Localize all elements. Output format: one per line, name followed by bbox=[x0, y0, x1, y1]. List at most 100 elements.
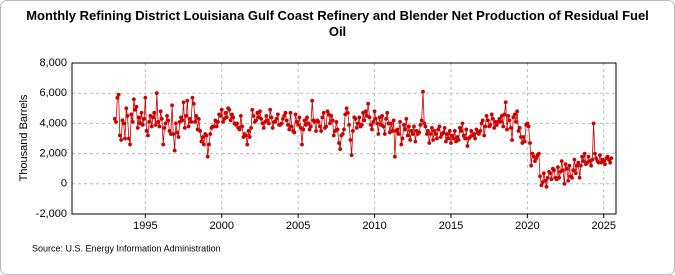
data-point bbox=[349, 153, 354, 158]
data-point bbox=[459, 129, 464, 133]
data-point bbox=[143, 95, 148, 100]
data-point bbox=[407, 124, 411, 129]
data-point bbox=[452, 129, 457, 133]
data-point bbox=[316, 119, 321, 124]
data-point bbox=[198, 129, 202, 133]
data-point bbox=[390, 129, 395, 133]
data-point bbox=[589, 163, 593, 168]
data-point bbox=[572, 157, 577, 162]
data-point bbox=[325, 109, 330, 114]
data-point bbox=[237, 127, 242, 132]
data-point bbox=[151, 115, 155, 120]
data-point bbox=[251, 113, 256, 118]
data-point bbox=[154, 91, 159, 96]
data-point bbox=[384, 116, 388, 121]
data-point bbox=[250, 107, 255, 112]
x-tick-label: 2020 bbox=[515, 220, 539, 232]
data-point bbox=[556, 165, 560, 170]
data-point bbox=[204, 133, 209, 138]
data-point bbox=[142, 116, 147, 121]
data-point bbox=[529, 163, 534, 168]
data-point bbox=[149, 124, 154, 129]
data-point bbox=[130, 119, 135, 124]
data-point bbox=[137, 115, 141, 120]
data-point bbox=[486, 118, 490, 123]
data-point bbox=[522, 139, 527, 144]
data-point bbox=[396, 132, 401, 136]
plot-area bbox=[71, 62, 617, 215]
y-axis-label: Thousand Barrels bbox=[18, 94, 30, 181]
data-point bbox=[282, 113, 286, 118]
data-point bbox=[139, 110, 144, 115]
y-tick-label: 6,000 bbox=[39, 87, 67, 99]
data-point bbox=[492, 126, 497, 130]
data-point bbox=[418, 123, 423, 127]
data-point bbox=[133, 107, 138, 112]
y-tick-label: 4,000 bbox=[39, 117, 67, 129]
data-point bbox=[161, 142, 166, 147]
data-point bbox=[131, 97, 136, 102]
data-point bbox=[403, 127, 408, 132]
data-point bbox=[259, 116, 264, 121]
data-point bbox=[429, 126, 434, 130]
data-point bbox=[338, 147, 343, 151]
data-point bbox=[354, 126, 359, 130]
data-point bbox=[199, 139, 204, 144]
data-point bbox=[465, 144, 470, 148]
data-point bbox=[287, 127, 292, 132]
data-point bbox=[205, 154, 210, 159]
data-point bbox=[123, 136, 127, 141]
data-point bbox=[594, 156, 599, 161]
data-point bbox=[373, 116, 378, 121]
data-point bbox=[117, 133, 122, 138]
data-point bbox=[528, 141, 532, 145]
data-point bbox=[157, 124, 162, 129]
data-point bbox=[153, 123, 158, 127]
data-point bbox=[289, 124, 294, 129]
data-point bbox=[392, 154, 397, 159]
data-point bbox=[283, 110, 288, 115]
data-point bbox=[193, 119, 197, 124]
data-point bbox=[441, 130, 446, 135]
data-point bbox=[586, 154, 591, 159]
data-point bbox=[552, 168, 557, 173]
data-point bbox=[417, 130, 422, 135]
data-point bbox=[321, 110, 326, 115]
data-point bbox=[431, 138, 435, 142]
data-point bbox=[435, 136, 439, 141]
data-point bbox=[496, 119, 500, 124]
data-point bbox=[120, 118, 125, 123]
data-point bbox=[116, 92, 121, 97]
data-point bbox=[146, 133, 150, 138]
data-point bbox=[344, 106, 349, 111]
data-point bbox=[181, 100, 186, 105]
data-point bbox=[461, 133, 466, 138]
data-point bbox=[447, 129, 452, 133]
data-point bbox=[228, 118, 233, 123]
data-point bbox=[245, 142, 250, 147]
data-point bbox=[501, 124, 506, 129]
data-point bbox=[194, 113, 199, 118]
data-point bbox=[605, 154, 610, 159]
data-point bbox=[424, 132, 429, 136]
data-point bbox=[247, 135, 252, 139]
data-point bbox=[494, 123, 499, 127]
data-point bbox=[305, 115, 309, 120]
data-point bbox=[212, 124, 217, 129]
data-point bbox=[391, 118, 396, 123]
data-point bbox=[163, 121, 168, 126]
data-point bbox=[409, 129, 414, 133]
data-point bbox=[438, 135, 443, 139]
data-point bbox=[310, 98, 315, 103]
data-point bbox=[571, 168, 576, 173]
data-point bbox=[162, 126, 167, 130]
data-point bbox=[398, 119, 402, 124]
data-point bbox=[273, 119, 278, 124]
data-point bbox=[227, 107, 232, 112]
data-point bbox=[598, 153, 602, 158]
data-point bbox=[292, 130, 297, 135]
data-point bbox=[591, 121, 596, 126]
data-point bbox=[412, 124, 416, 129]
data-point bbox=[152, 110, 157, 115]
data-point bbox=[395, 127, 400, 132]
